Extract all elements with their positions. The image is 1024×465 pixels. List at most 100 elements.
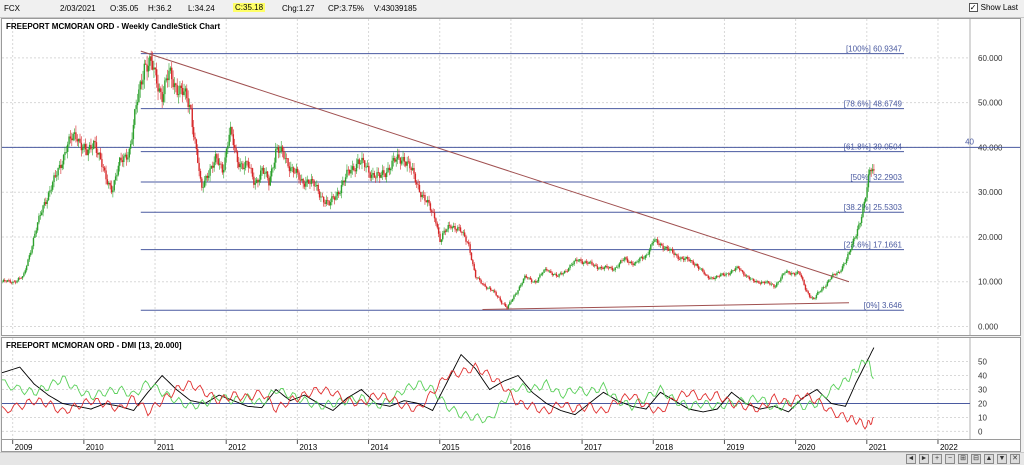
candle-body — [684, 258, 686, 261]
price-chart-panel[interactable]: FREEPORT MCMORAN ORD - Weekly CandleStic… — [1, 18, 1021, 336]
candle-body — [110, 185, 113, 193]
nav-button[interactable]: ► — [919, 454, 929, 464]
candle-body — [288, 166, 291, 172]
candle-body — [663, 248, 666, 250]
candle-body — [168, 70, 170, 81]
candle-body — [273, 162, 276, 168]
candle-body — [54, 175, 57, 177]
candle-body — [395, 159, 397, 162]
trendline — [482, 302, 850, 311]
dmi-chart[interactable]: 0 10 20 30 40 50 — [2, 338, 1020, 439]
candle-body — [811, 297, 814, 299]
price-chart[interactable]: 0.00010.00020.00030.00040.00050.00060.00… — [2, 19, 1020, 335]
candle-body — [229, 126, 232, 135]
candle-body — [192, 127, 195, 138]
candle-body — [64, 152, 66, 155]
nav-button[interactable]: ⊞ — [958, 454, 968, 464]
candle-body — [841, 266, 844, 271]
candle-body — [87, 149, 89, 156]
chart-scrollbar[interactable]: ◄ ► + − ⊞ ⊟ ▲ ▼ ✕ — [0, 452, 1024, 465]
candle-body — [751, 278, 753, 280]
candle-body — [443, 230, 445, 234]
candle-body — [450, 225, 452, 229]
candle-body — [721, 273, 723, 275]
x-tick-label: 2022 — [940, 443, 958, 452]
candle-body — [658, 243, 660, 246]
candle-body — [869, 169, 871, 175]
x-tick-label: 2015 — [442, 443, 460, 452]
trendline — [140, 50, 850, 283]
candle-body — [696, 263, 699, 267]
candle-body — [364, 160, 366, 168]
candle-body — [617, 266, 619, 268]
candle-body — [264, 173, 266, 174]
candle-body — [42, 205, 44, 213]
candle-body — [489, 287, 492, 291]
candle-body — [463, 232, 466, 237]
candle-body — [35, 230, 37, 234]
candle-body — [171, 67, 173, 80]
candle-body — [451, 227, 454, 229]
candle-body — [726, 273, 729, 275]
change-pct-value: CP:3.75% — [328, 4, 365, 13]
candle-body — [369, 172, 371, 178]
open-value: O:35.05 — [110, 4, 139, 13]
dmi-panel[interactable]: FREEPORT MCMORAN ORD - DMI [13, 20.000] … — [1, 337, 1021, 440]
nav-button[interactable]: ▼ — [997, 454, 1007, 464]
candle-body — [240, 163, 243, 165]
candle-body — [275, 149, 277, 163]
candle-body — [374, 177, 377, 179]
dmi-y-tick-label: 10 — [978, 413, 987, 422]
candle-body — [2, 281, 3, 283]
candle-body — [583, 262, 585, 264]
nav-button[interactable]: ▲ — [984, 454, 994, 464]
candle-body — [30, 252, 32, 256]
candle-body — [825, 285, 827, 288]
candle-body — [58, 164, 61, 168]
candle-body — [572, 264, 574, 266]
candle-body — [388, 167, 391, 171]
candle-body — [243, 167, 245, 169]
candle-body — [301, 178, 303, 181]
nav-button[interactable]: ⊟ — [971, 454, 981, 464]
candle-body — [687, 257, 689, 260]
nav-button[interactable]: − — [945, 454, 955, 464]
candle-body — [477, 277, 480, 279]
candle-body — [610, 266, 612, 268]
candle-body — [138, 89, 140, 102]
nav-button[interactable]: + — [932, 454, 942, 464]
candle-body — [45, 202, 47, 204]
candle-body — [257, 179, 259, 183]
candle-body — [77, 138, 80, 142]
candle-body — [25, 266, 28, 271]
candle-body — [752, 278, 755, 281]
candle-body — [585, 261, 588, 263]
candle-body — [177, 94, 180, 95]
candle-body — [756, 281, 759, 282]
candle-body — [615, 267, 618, 268]
candle-body — [458, 227, 460, 228]
nav-button[interactable]: ◄ — [906, 454, 916, 464]
nav-button[interactable]: ✕ — [1010, 454, 1020, 464]
candle-body — [351, 166, 354, 170]
candle-body — [214, 154, 217, 163]
candle-body — [666, 246, 668, 249]
candle-body — [479, 277, 481, 281]
show-last-toggle[interactable]: ✓ Show Last — [968, 3, 1018, 12]
candle-body — [495, 292, 497, 296]
candle-body — [699, 268, 701, 270]
show-last-checkbox[interactable]: ✓ — [968, 3, 978, 12]
candle-body — [510, 301, 512, 303]
candle-body — [808, 293, 811, 297]
candle-body — [373, 173, 376, 178]
candle-body — [179, 85, 181, 95]
candle-body — [776, 283, 778, 287]
candle-body — [618, 263, 621, 267]
candle-body — [574, 259, 577, 261]
candle-body — [244, 161, 247, 168]
candle-body — [359, 163, 362, 165]
candle-body — [561, 273, 563, 275]
candle-body — [220, 163, 222, 165]
candle-body — [339, 193, 341, 195]
candle-body — [595, 264, 597, 267]
